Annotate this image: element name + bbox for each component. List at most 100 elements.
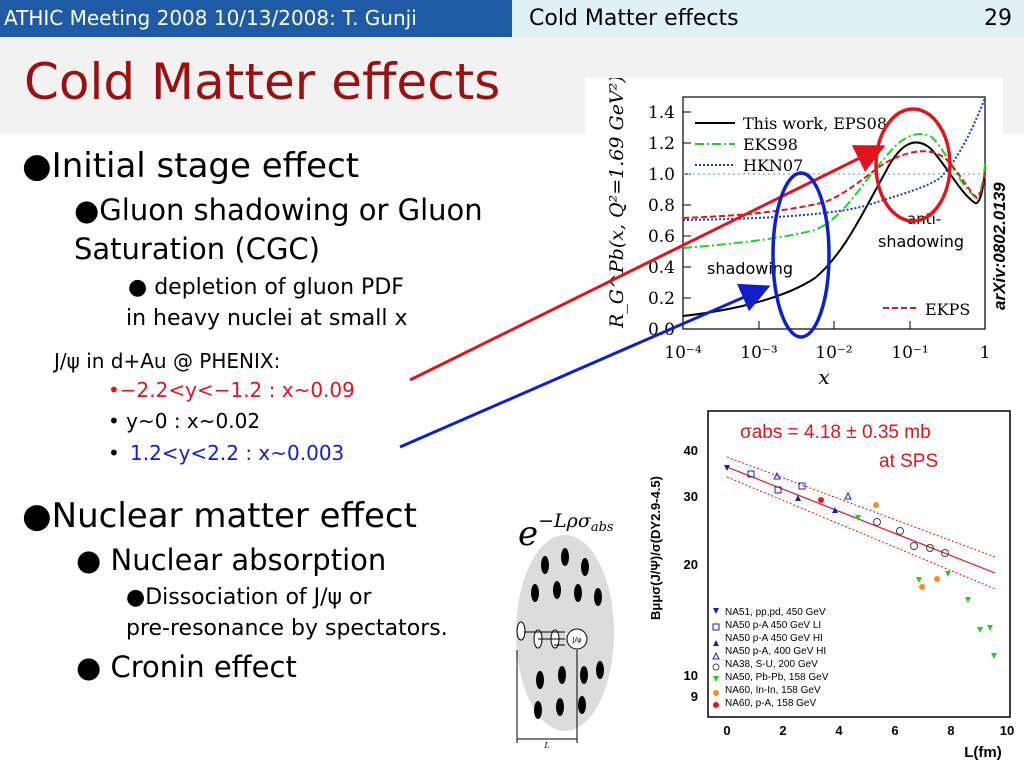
point-na50-hi bbox=[795, 495, 801, 501]
sigma-abs-location: at SPS bbox=[879, 451, 938, 472]
legend-marker bbox=[713, 640, 719, 646]
bullet-depletion: ● depletion of gluon PDF bbox=[128, 275, 404, 300]
bullet-cronin: ● Cronin effect bbox=[76, 650, 297, 684]
y-tick-label: 1.0 bbox=[648, 165, 675, 185]
point-na38 bbox=[941, 549, 949, 557]
formula-base: e bbox=[518, 514, 539, 554]
x-tick-label: 0 bbox=[723, 723, 730, 738]
x-tick-label: 10⁻³ bbox=[740, 343, 777, 363]
point-na50-pbpb bbox=[991, 653, 997, 659]
x-tick-label: 4 bbox=[835, 723, 843, 738]
y-axis-label: R_G^Pb(x, Q²=1.69 GeV²) bbox=[606, 78, 628, 329]
bullet-nuclear-matter: ●Nuclear matter effect bbox=[22, 496, 417, 536]
point-na60-inin bbox=[934, 576, 940, 582]
y-tick-label: 0.6 bbox=[648, 227, 675, 247]
red-arrow bbox=[409, 145, 886, 382]
y-tick-label: 0.4 bbox=[648, 258, 675, 278]
legend-entry: NA60, In-In, 158 GeV bbox=[725, 685, 821, 696]
x-axis-label: L(fm) bbox=[964, 744, 1002, 761]
x-tick-label: 2 bbox=[779, 723, 786, 738]
nucleus-diagram: J/ψ L bbox=[510, 535, 620, 750]
data-points bbox=[724, 465, 997, 659]
jpsi-circle bbox=[566, 628, 588, 650]
bullet-initial-stage: ●Initial stage effect bbox=[22, 146, 360, 186]
length-label: L bbox=[543, 741, 549, 750]
curve-ekps bbox=[682, 150, 986, 219]
point-na38 bbox=[873, 518, 881, 526]
point-na50-hi bbox=[832, 507, 838, 513]
point-na50-pbpb bbox=[855, 515, 861, 521]
header-slide-title: Cold Matter effects bbox=[529, 6, 739, 31]
legend-entry: NA60, p-A, 158 GeV bbox=[725, 698, 816, 709]
point-na50-400 bbox=[844, 491, 852, 500]
y-tick-label: 1.4 bbox=[648, 103, 675, 123]
bullet-gluon-shadowing: ●Gluon shadowing or Gluon bbox=[74, 193, 483, 227]
y-tick-label: 0.8 bbox=[648, 196, 675, 216]
point-na38 bbox=[910, 542, 918, 550]
bullet-depletion-cont: in heavy nuclei at small x bbox=[126, 306, 408, 331]
legend-hkn07: HKN07 bbox=[743, 156, 803, 175]
legend-marker bbox=[713, 676, 719, 682]
trajectory-arrows bbox=[524, 631, 565, 646]
point-na50-400 bbox=[773, 471, 781, 480]
legend-entry: NA51, pp,pd, 450 GeV bbox=[725, 607, 826, 618]
legend-eps08: This work, EPS08 bbox=[743, 114, 887, 133]
rapidity-mid: • y~0 : x~0.02 bbox=[108, 409, 261, 433]
x-tick-label: 10⁻¹ bbox=[891, 343, 928, 363]
x-tick-label: 8 bbox=[947, 723, 954, 738]
bullet-nuclear-absorption: ● Nuclear absorption bbox=[76, 543, 387, 577]
legend-entry: NA50 p-A 450 GeV HI bbox=[725, 633, 823, 644]
blue-arrow bbox=[399, 283, 771, 449]
rapidity-backward: •−2.2<y<−1.2 : x~0.09 bbox=[108, 378, 355, 402]
antishadowing-highlight bbox=[874, 107, 952, 223]
y-tick-label: 1.2 bbox=[648, 134, 675, 154]
legend-ekps: EKPS bbox=[925, 300, 970, 319]
page-number: 29 bbox=[984, 6, 1012, 31]
legend-marker bbox=[712, 651, 720, 660]
rapidity-forward: 1.2<y<2.2 : x~0.003 bbox=[130, 441, 345, 465]
jpsi-plot-svg: 40 30 20 10 9 0 2 4 6 8 10 L(fm) Bμμσ(J/… bbox=[648, 410, 1014, 761]
y-tick-label: 10 bbox=[684, 668, 698, 683]
jpsi-label: J/ψ bbox=[571, 636, 581, 644]
antishadowing-label-2: shadowing bbox=[878, 232, 964, 251]
point-na50-pbpb bbox=[977, 627, 983, 633]
bullet-dissociation: ●Dissociation of J/ψ or bbox=[126, 585, 372, 610]
sigma-abs-value: σabs = 4.18 ± 0.35 mb bbox=[740, 422, 931, 443]
legend-marker bbox=[712, 663, 720, 671]
legend-entry: NA50, Pb-Pb, 158 GeV bbox=[725, 672, 829, 683]
y-tick-label: 20 bbox=[684, 557, 698, 572]
y-tick-label: 0.2 bbox=[648, 289, 675, 309]
bullet-gluon-saturation: Saturation (CGC) bbox=[74, 232, 320, 266]
x-axis-label: x bbox=[818, 365, 829, 389]
x-tick-label: 10⁻⁴ bbox=[664, 343, 702, 363]
x-tick-label: 10 bbox=[1000, 723, 1014, 738]
gluon-plot-svg: 0.0 0.2 0.4 0.6 0.8 1.0 1.2 1.4 10⁻⁴ 10⁻… bbox=[606, 75, 990, 389]
absorption-formula: e−Lρσabs bbox=[518, 510, 614, 554]
point-na50-li bbox=[747, 470, 755, 478]
x-tick-label: 6 bbox=[891, 723, 898, 738]
bullet-dissociation-cont: pre-resonance by spectators. bbox=[126, 616, 448, 641]
legend-entry: NA50 p-A, 400 GeV HI bbox=[725, 646, 826, 657]
point-na38 bbox=[896, 527, 904, 535]
nucleons bbox=[531, 548, 604, 719]
rapidity-forward-bullet: • bbox=[108, 441, 120, 465]
point-na50-li bbox=[798, 482, 806, 490]
jpsi-suppression-plot: 40 30 20 10 9 0 2 4 6 8 10 L(fm) Bμμσ(J/… bbox=[640, 405, 1024, 768]
x-tick-label: 10⁻² bbox=[815, 343, 852, 363]
slide-title: Cold Matter effects bbox=[24, 53, 501, 111]
y-tick-label: 9 bbox=[691, 689, 698, 704]
point-na60-inin bbox=[919, 584, 925, 590]
plot-frame bbox=[707, 410, 1011, 718]
point-na60-inin bbox=[873, 502, 879, 508]
nucleus-svg: J/ψ L bbox=[516, 535, 614, 750]
fit-line bbox=[726, 466, 996, 574]
legend-marker bbox=[713, 702, 719, 708]
legend-entry: NA50 p-A 450 GeV LI bbox=[725, 620, 821, 631]
legend-marker bbox=[713, 690, 719, 696]
jpsi-phenix-header: J/ψ in d+Au @ PHENIX: bbox=[54, 349, 281, 373]
point-na51 bbox=[724, 465, 730, 471]
header-bar: ATHIC Meeting 2008 10/13/2008: T. Gunji … bbox=[0, 0, 1024, 37]
y-axis-label: Bμμσ(J/Ψ)/σ(DY2.9-4.5) bbox=[648, 476, 663, 620]
legend-eks98: EKS98 bbox=[743, 135, 798, 154]
